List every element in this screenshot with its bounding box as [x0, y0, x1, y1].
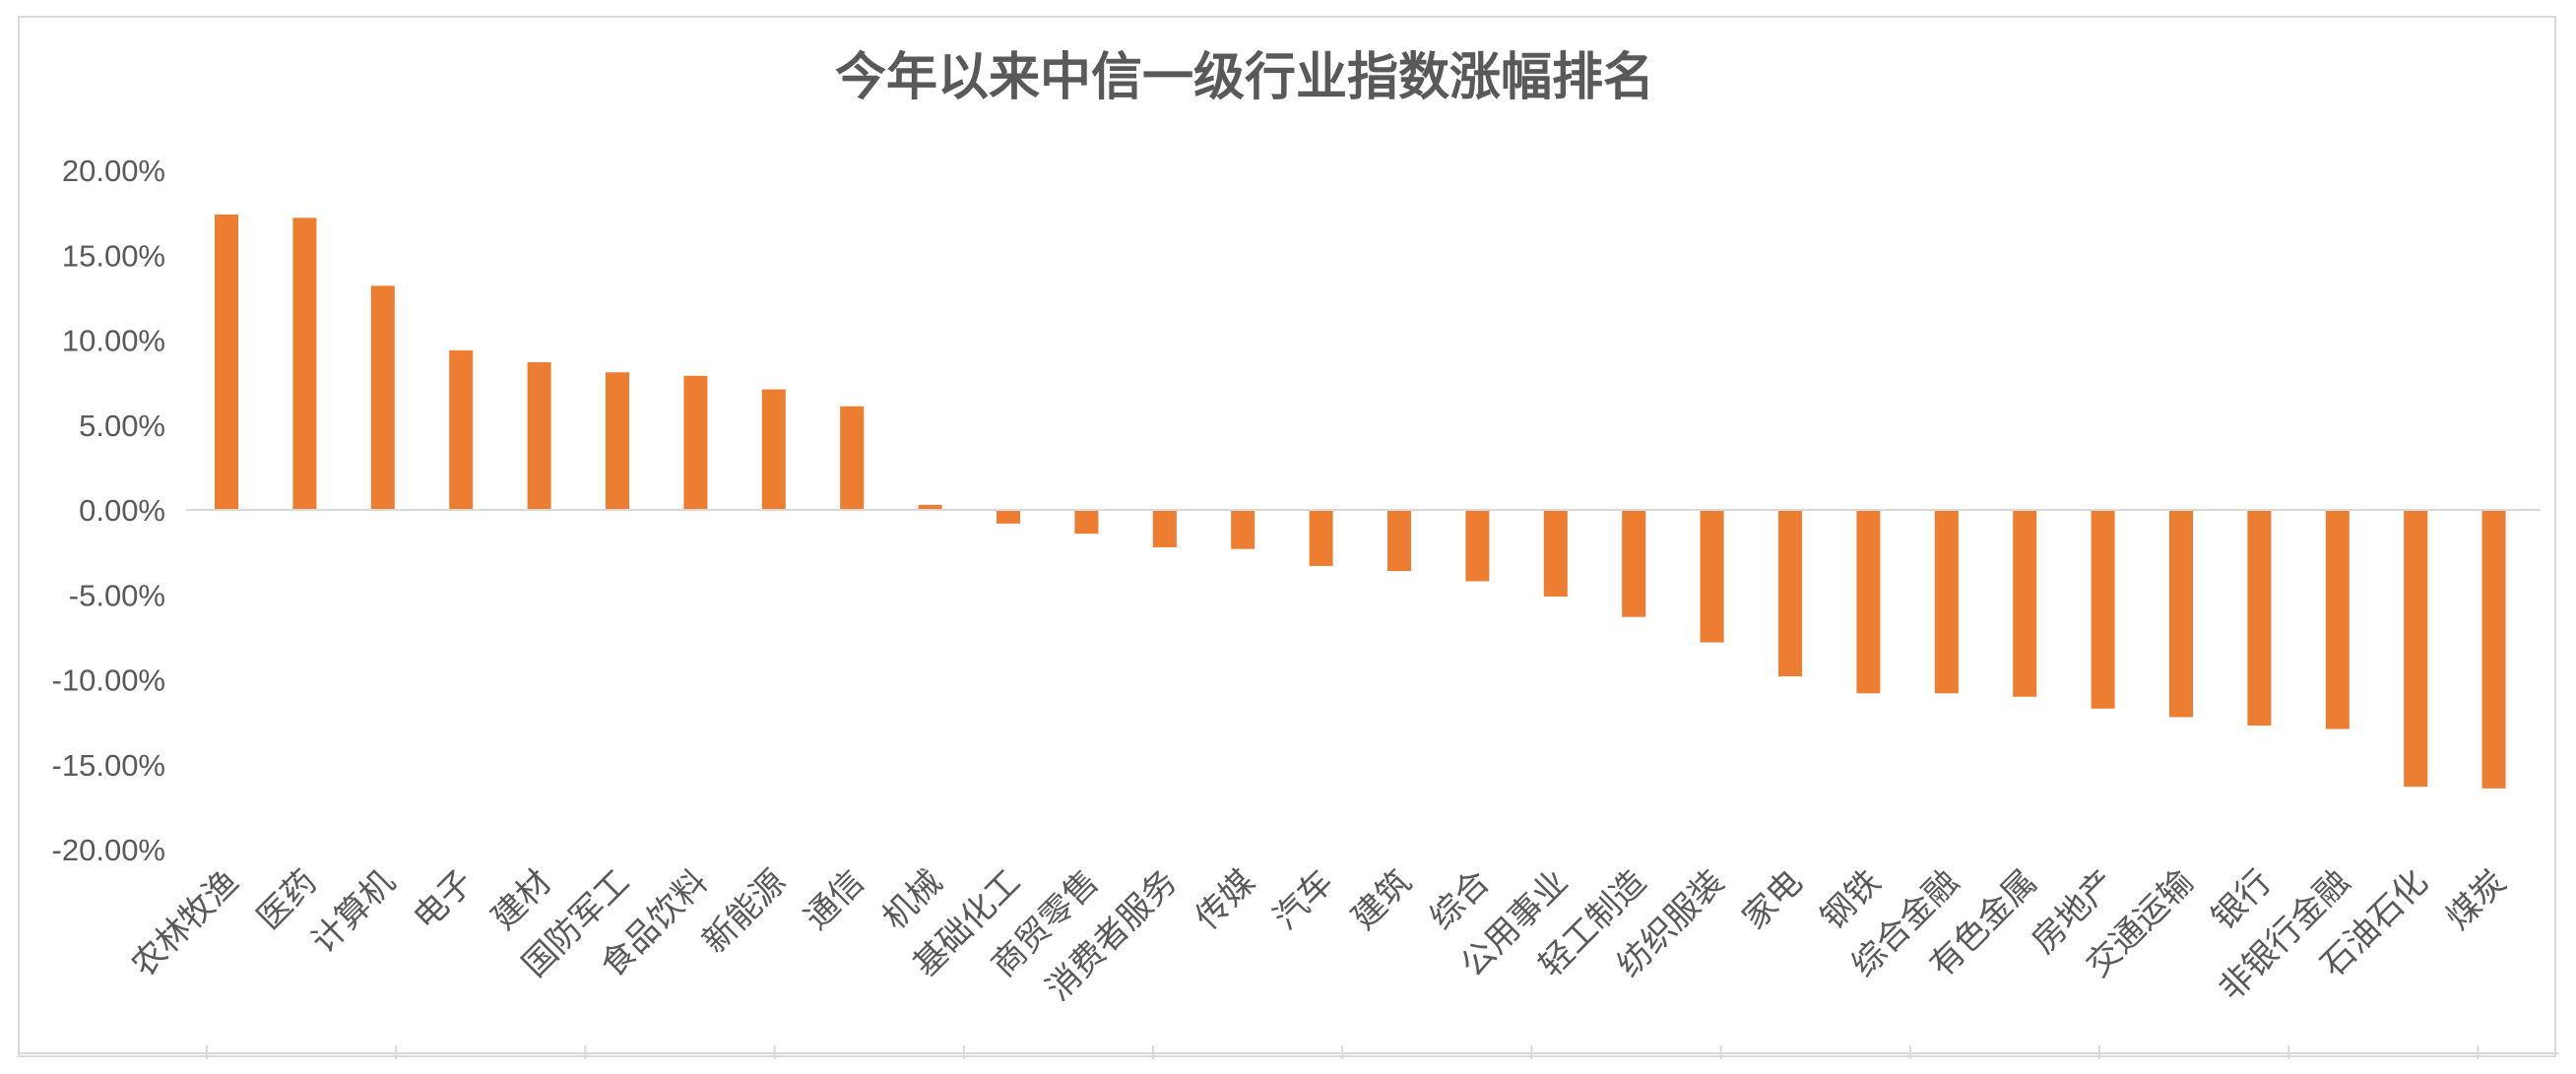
- bar: [370, 285, 395, 510]
- bar: [2404, 510, 2428, 788]
- bar: [2247, 510, 2272, 727]
- bars: [215, 214, 2506, 789]
- bar: [606, 372, 629, 510]
- bar: [2325, 510, 2350, 729]
- y-tick-label: 5.00%: [79, 409, 165, 443]
- bar: [2013, 510, 2037, 697]
- bar: [215, 214, 238, 510]
- bar: [1700, 510, 1724, 643]
- bar: [1309, 510, 1333, 566]
- bar: [1152, 510, 1177, 547]
- chart-title: 今年以来中信一级行业指数涨幅排名: [835, 48, 1654, 107]
- bar: [1622, 510, 1646, 617]
- y-tick-label: 20.00%: [62, 154, 165, 188]
- bar: [1543, 510, 1568, 597]
- bar: [1465, 510, 1490, 582]
- bar: [527, 361, 551, 510]
- x-tick-label: 煤炭: [2439, 862, 2514, 937]
- y-tick-label: -20.00%: [52, 833, 165, 867]
- axes: [20, 509, 2558, 1059]
- y-tick-label: -5.00%: [69, 578, 165, 612]
- x-tick-label: 汽车: [1266, 862, 1341, 937]
- y-tick-label: 0.00%: [79, 493, 165, 528]
- bar: [997, 510, 1020, 524]
- x-tick-label: 家电: [1735, 862, 1810, 937]
- bar: [1856, 510, 1881, 694]
- bar: [1934, 510, 1959, 694]
- bar: [2091, 510, 2115, 709]
- y-axis-ticks: 20.00% 15.00% 10.00% 5.00% 0.00% -5.00% -10.00…: [52, 154, 165, 867]
- x-tick-label: 计算机: [304, 862, 403, 961]
- x-tick-label: 电子: [406, 862, 481, 937]
- y-tick-label: 15.00%: [62, 238, 165, 273]
- bar: [840, 406, 865, 510]
- bar: [2481, 510, 2506, 789]
- x-tick-label: 新能源: [695, 862, 794, 961]
- bar: [1778, 510, 1802, 677]
- bar: [918, 504, 942, 510]
- bar: [761, 389, 786, 510]
- y-tick-label: -15.00%: [52, 748, 165, 783]
- chart-frame: 今年以来中信一级行业指数涨幅排名 20.00% 15.00% 10.00% 5.00%…: [18, 16, 2558, 1059]
- bar-chart: 今年以来中信一级行业指数涨幅排名 20.00% 15.00% 10.00% 5.00%…: [20, 48, 2558, 1059]
- bar: [683, 375, 708, 510]
- bar: [449, 349, 474, 510]
- y-tick-label: 10.00%: [62, 324, 165, 358]
- x-tick-label: 传媒: [1188, 862, 1262, 937]
- x-tick-label: 建筑: [1344, 862, 1419, 937]
- y-tick-label: -10.00%: [52, 663, 165, 698]
- bar: [292, 218, 317, 511]
- bar: [2169, 510, 2193, 718]
- bar: [1074, 510, 1099, 535]
- bar: [1231, 510, 1256, 549]
- bar: [1387, 510, 1411, 572]
- x-tick-label: 通信: [797, 862, 871, 937]
- x-tick-label: 农林牧渔: [124, 862, 246, 984]
